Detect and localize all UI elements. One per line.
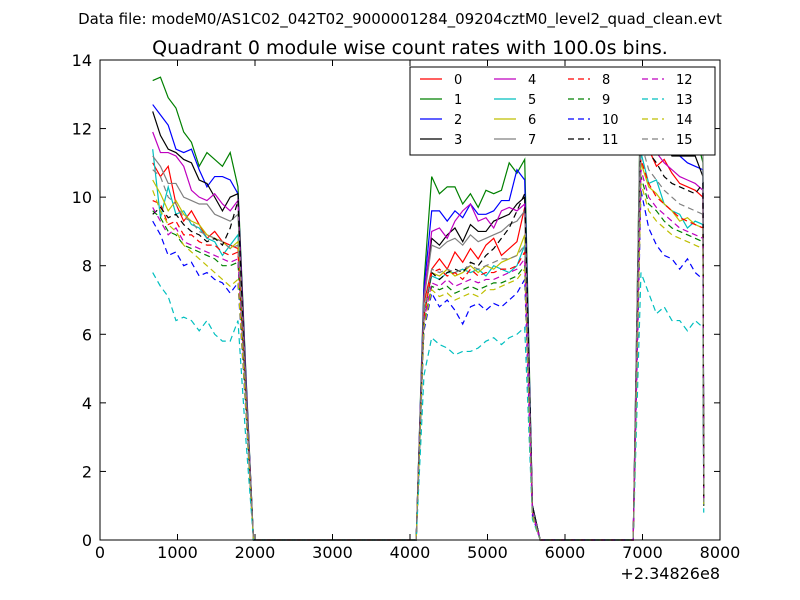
y-tick-label: 2 xyxy=(82,462,92,481)
x-tick-label: 4000 xyxy=(390,543,431,562)
series-line-5 xyxy=(152,149,705,541)
series-line-14 xyxy=(152,183,705,541)
chart-suptitle: Data file: modeM0/AS1C02_042T02_90000012… xyxy=(78,10,722,29)
y-tick-label: 12 xyxy=(72,120,92,139)
y-tick-label: 4 xyxy=(82,394,92,413)
x-tick-label: 3000 xyxy=(312,543,353,562)
x-tick-label: 0 xyxy=(95,543,105,562)
x-offset-label: +2.34826e8 xyxy=(620,564,720,583)
series-line-3 xyxy=(152,100,705,541)
legend-label-6: 6 xyxy=(528,113,536,128)
legend-label-13: 13 xyxy=(676,93,693,108)
legend-label-4: 4 xyxy=(528,73,536,88)
y-tick-label: 6 xyxy=(82,325,92,344)
legend-label-8: 8 xyxy=(602,73,610,88)
y-tick-label: 0 xyxy=(82,531,92,550)
y-tick-label: 14 xyxy=(72,51,92,70)
series-line-13 xyxy=(152,272,705,541)
x-tick-label: 7000 xyxy=(622,543,663,562)
chart-title: Quadrant 0 module wise count rates with … xyxy=(152,37,668,59)
y-tick-label: 8 xyxy=(82,257,92,276)
legend-label-11: 11 xyxy=(602,133,619,148)
series-line-10 xyxy=(152,190,705,541)
legend-label-5: 5 xyxy=(528,93,536,108)
legend-box xyxy=(409,66,716,156)
legend-label-7: 7 xyxy=(528,133,536,148)
legend-label-14: 14 xyxy=(676,113,693,128)
legend-label-2: 2 xyxy=(454,113,462,128)
legend-label-3: 3 xyxy=(454,133,462,148)
x-tick-label: 6000 xyxy=(545,543,586,562)
series-line-0 xyxy=(152,111,705,541)
legend-label-1: 1 xyxy=(454,93,462,108)
axes: 0 1000 2000 3000 4000 5000 6000 7000 80000246810… xyxy=(72,51,741,562)
plot-lines xyxy=(152,66,705,541)
series-line-15 xyxy=(152,142,705,541)
x-tick-label: 5000 xyxy=(467,543,508,562)
legend-label-12: 12 xyxy=(676,73,693,88)
series-line-12 xyxy=(152,169,705,541)
x-tick-label: 1000 xyxy=(157,543,198,562)
series-line-9 xyxy=(152,176,705,541)
legend-label-0: 0 xyxy=(454,73,462,88)
x-tick-label: 8000 xyxy=(700,543,741,562)
x-tick-label: 2000 xyxy=(235,543,276,562)
legend-label-15: 15 xyxy=(676,133,693,148)
series-line-8 xyxy=(152,159,705,541)
legend-label-10: 10 xyxy=(602,113,619,128)
y-tick-label: 10 xyxy=(72,188,92,207)
legend-label-9: 9 xyxy=(602,93,610,108)
